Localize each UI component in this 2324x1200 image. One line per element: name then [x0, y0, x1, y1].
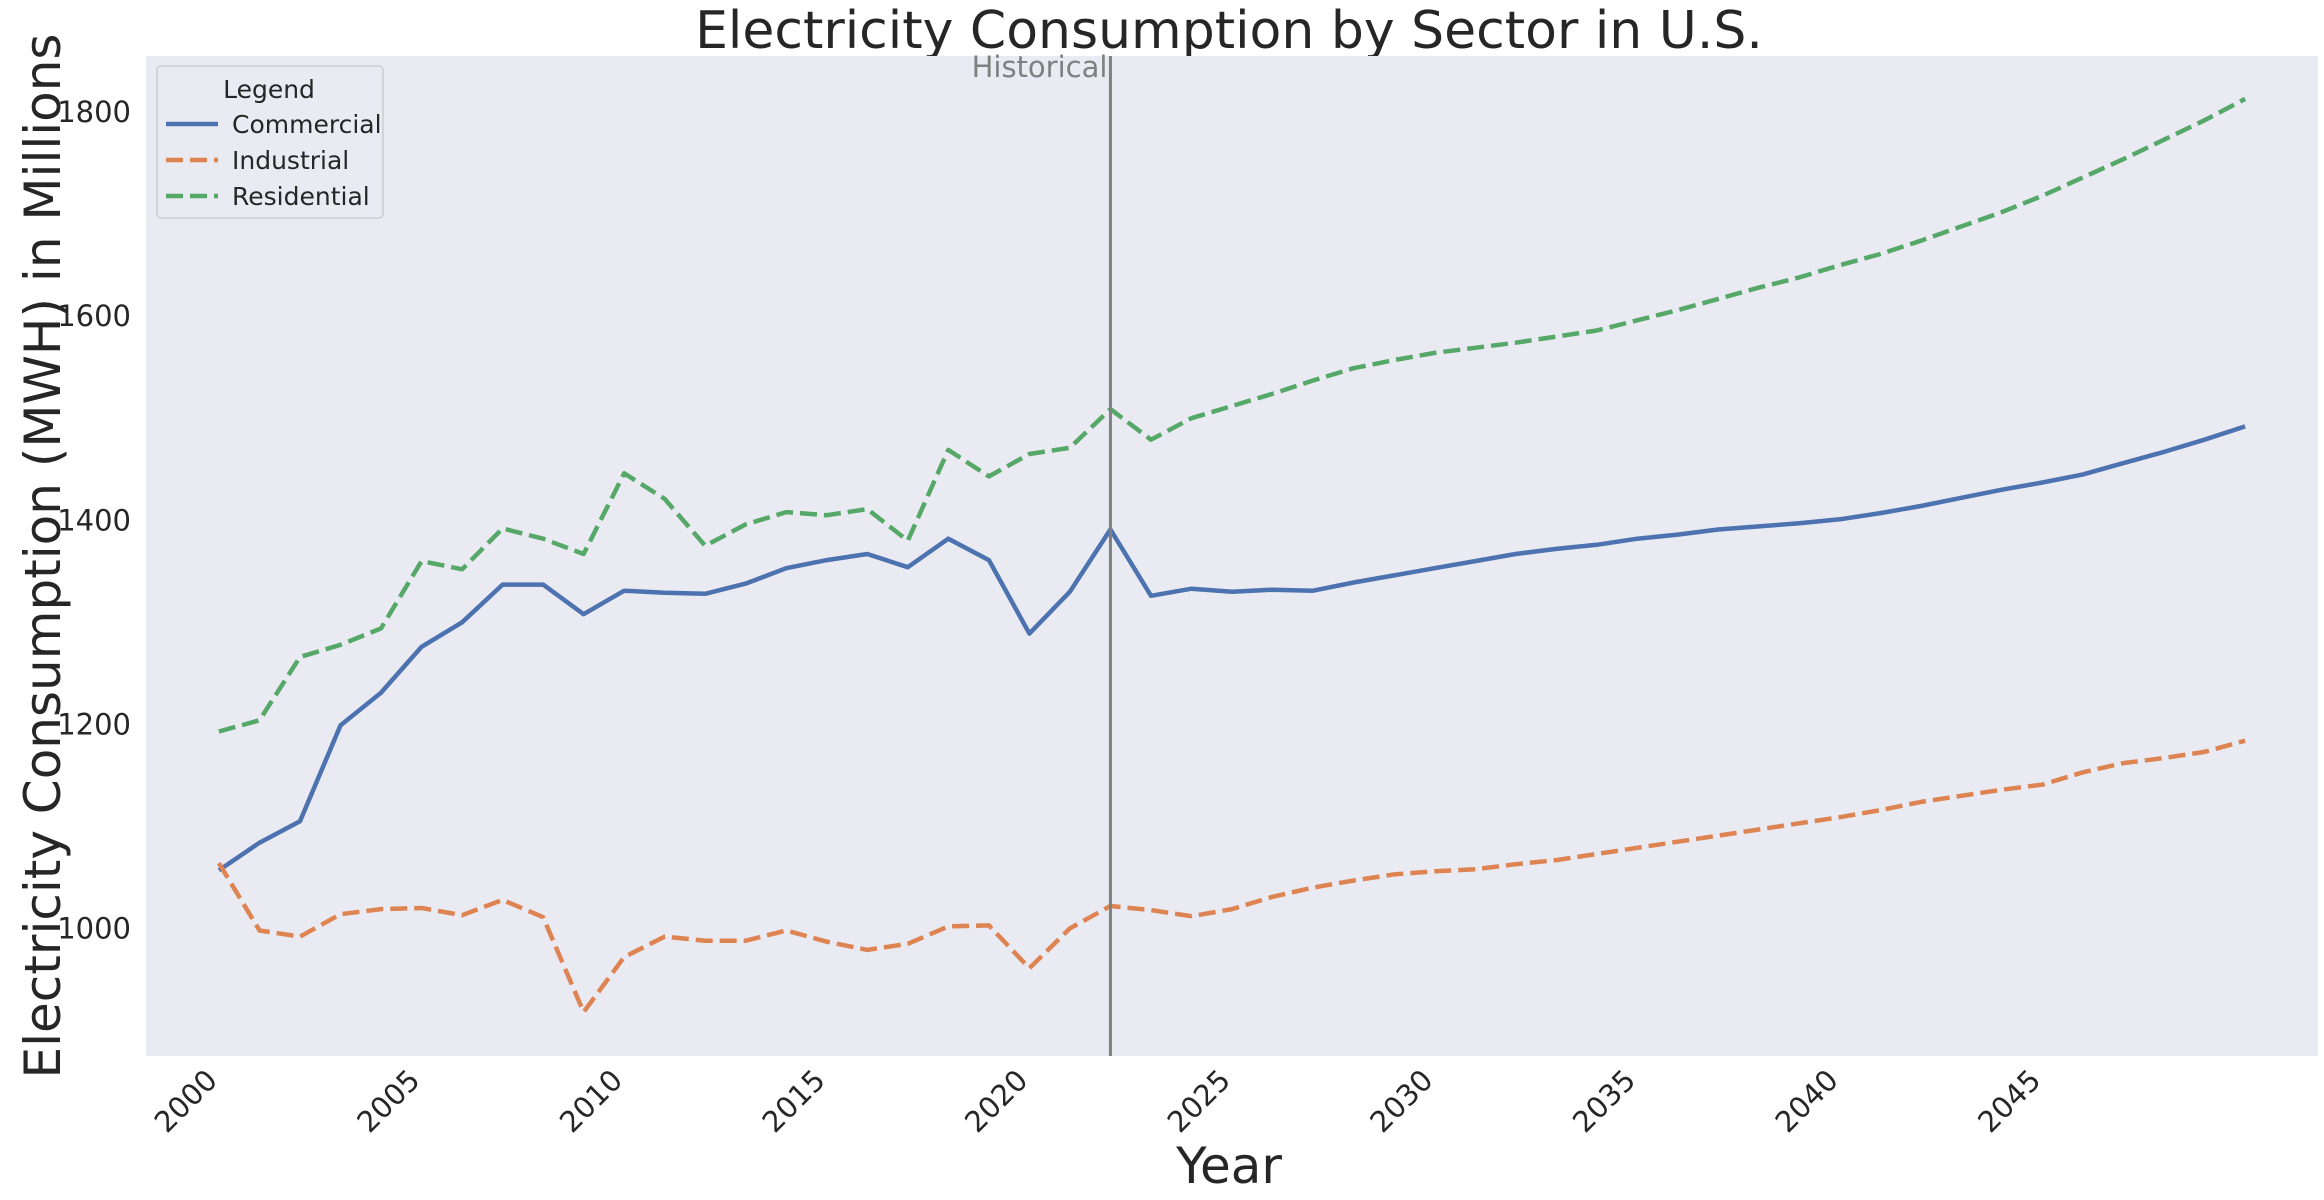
- legend-label-residential: Residential: [232, 182, 370, 211]
- x-tick-label: 2020: [958, 1063, 1034, 1139]
- x-axis-ticks: 2000 2005 2010 2015 2020 2025 2030 2035 2040 2045: [148, 1063, 2048, 1139]
- series-line-industrial: [216, 738, 2246, 1015]
- legend-label-commercial: Commercial: [232, 110, 382, 139]
- chart-title: Electricity Consumption by Sector in U.S…: [695, 1, 1763, 61]
- x-tick-label: 2040: [1769, 1063, 1845, 1139]
- x-tick-label: 2030: [1363, 1063, 1439, 1139]
- series-line-commercial: [217, 424, 2246, 873]
- y-axis-ticks: 1000 1200 1400 1600 1800: [57, 95, 131, 945]
- x-tick-label: 2000: [148, 1063, 224, 1139]
- x-tick-label: 2035: [1566, 1063, 1642, 1139]
- y-tick-label: 1600: [57, 299, 131, 333]
- y-tick-label: 1200: [57, 707, 131, 741]
- y-tick-label: 1800: [57, 95, 131, 129]
- series-layer: [216, 96, 2247, 1015]
- legend-box: [156, 65, 384, 219]
- plot-area: [146, 56, 2318, 1056]
- legend-title: Legend: [223, 75, 315, 104]
- historical-label: Historical: [972, 50, 1108, 84]
- x-axis-label: Year: [1175, 1137, 1282, 1195]
- x-tick-label: 2015: [755, 1063, 831, 1139]
- y-axis-label: Electricity Consumption (MWH) in Million…: [14, 34, 72, 1079]
- legend-items: Commercial Industrial Residential: [166, 110, 382, 211]
- y-tick-label: 1000: [57, 911, 131, 945]
- x-tick-label: 2025: [1161, 1063, 1237, 1139]
- x-tick-label: 2010: [553, 1063, 629, 1139]
- legend: Legend Commercial Industrial Residential: [156, 65, 384, 219]
- legend-label-industrial: Industrial: [232, 146, 349, 175]
- series-line-residential: [218, 96, 2247, 734]
- x-tick-label: 2045: [1971, 1063, 2047, 1139]
- x-tick-label: 2005: [350, 1063, 426, 1139]
- y-tick-label: 1400: [57, 503, 131, 537]
